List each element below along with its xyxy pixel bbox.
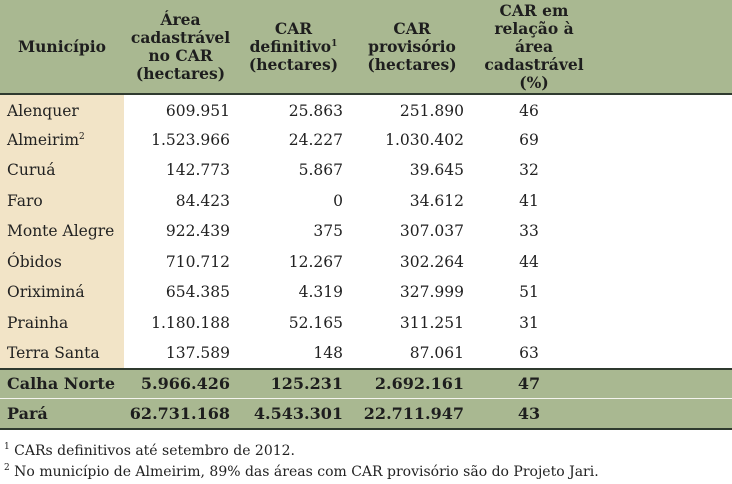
- header-row: Município Área cadastrável no CAR (hecta…: [0, 0, 732, 94]
- footnote-1: 1 CARs definitivos até setembro de 2012.: [4, 442, 296, 460]
- row-municipio: Alenquer: [0, 94, 124, 125]
- row-area: 1.523.966: [151, 130, 230, 149]
- total-empty: [594, 399, 732, 429]
- row-empty: [594, 277, 732, 308]
- row-provisorio: 87.061: [409, 343, 464, 362]
- row-municipio: Faro: [0, 185, 124, 216]
- table-row: Oriximiná 654.385 4.319 327.999 51: [0, 277, 732, 308]
- row-empty: [594, 216, 732, 247]
- row-municipio: Oriximiná: [0, 277, 124, 308]
- row-area: 609.951: [165, 101, 230, 120]
- row-municipio: Prainha: [0, 307, 124, 338]
- row-area: 654.385: [165, 283, 230, 302]
- row-municipio: Monte Alegre: [0, 216, 124, 247]
- total-empty: [594, 369, 732, 399]
- total-percent: 43: [517, 403, 541, 423]
- total-area: 5.966.426: [140, 374, 230, 394]
- row-definitivo: 5.867: [298, 161, 343, 180]
- row-area: 142.773: [165, 161, 230, 180]
- total-definitivo: 4.543.301: [253, 403, 343, 423]
- row-area: 1.180.188: [151, 313, 230, 332]
- row-empty: [594, 155, 732, 186]
- header-car-percent: CAR em relação à área cadastrável (%): [484, 0, 584, 92]
- header-car-provisorio: CAR provisório (hectares): [367, 18, 457, 74]
- row-provisorio: 327.999: [399, 283, 464, 302]
- row-percent: 33: [519, 222, 539, 241]
- header-car-definitivo: CAR definitivo1 (hectares): [248, 18, 339, 74]
- total-definitivo: 125.231: [270, 374, 343, 394]
- table-row: Almeirim2 1.523.966 24.227 1.030.402 69: [0, 124, 732, 156]
- total-name: Calha Norte: [7, 374, 116, 394]
- row-municipio: Almeirim2: [0, 124, 124, 155]
- row-definitivo: 148: [313, 343, 343, 362]
- row-definitivo: 25.863: [288, 101, 343, 120]
- row-provisorio: 39.645: [409, 161, 464, 180]
- row-area: 710.712: [165, 252, 230, 271]
- row-percent: 41: [519, 191, 539, 210]
- row-definitivo: 4.319: [298, 283, 343, 302]
- car-table: Município Área cadastrável no CAR (hecta…: [0, 0, 732, 429]
- footnote-ref-1: 1: [331, 38, 338, 49]
- total-provisorio: 22.711.947: [363, 403, 464, 423]
- row-municipio: Óbidos: [0, 246, 124, 277]
- total-area: 62.731.168: [129, 403, 230, 423]
- table-row: Curuá 142.773 5.867 39.645 32: [0, 155, 732, 186]
- header-area-cadastravel: Área cadastrável no CAR (hectares): [130, 9, 231, 83]
- row-definitivo: 24.227: [288, 130, 343, 149]
- total-provisorio: 2.692.161: [374, 374, 464, 394]
- row-percent: 51: [519, 283, 539, 302]
- row-percent: 32: [519, 161, 539, 180]
- row-empty: [594, 186, 732, 217]
- row-definitivo: 52.165: [288, 313, 343, 332]
- row-provisorio: 34.612: [409, 191, 464, 210]
- footnote-ref-2: 2: [79, 131, 85, 142]
- row-provisorio: 251.890: [399, 101, 464, 120]
- table-row: Monte Alegre 922.439 375 307.037 33: [0, 216, 732, 247]
- row-empty: [594, 338, 732, 369]
- row-percent: 44: [519, 252, 539, 271]
- row-empty: [594, 125, 732, 156]
- footnotes: 1 CARs definitivos até setembro de 2012.…: [4, 441, 728, 483]
- total-percent: 47: [517, 374, 541, 394]
- row-percent: 69: [519, 130, 539, 149]
- row-definitivo: 0: [333, 191, 343, 210]
- total-row-calha-norte: Calha Norte 5.966.426 125.231 2.692.161 …: [0, 368, 732, 399]
- row-municipio: Terra Santa: [0, 338, 124, 369]
- header-municipio: Município: [18, 36, 106, 56]
- table-row: Faro 84.423 0 34.612 41: [0, 185, 732, 217]
- table-row: Alenquer 609.951 25.863 251.890 46: [0, 94, 732, 125]
- table-body: Alenquer 609.951 25.863 251.890 46 Almei…: [0, 94, 732, 429]
- row-municipio: Curuá: [0, 155, 124, 186]
- row-area: 922.439: [165, 222, 230, 241]
- row-percent: 46: [519, 101, 539, 120]
- row-percent: 31: [519, 313, 539, 332]
- row-empty: [594, 308, 732, 339]
- row-area: 84.423: [175, 191, 230, 210]
- total-name: Pará: [7, 403, 48, 423]
- row-provisorio: 1.030.402: [385, 130, 464, 149]
- footnote-2: 2 No município de Almeirim, 89% das área…: [4, 463, 599, 481]
- row-provisorio: 302.264: [399, 252, 464, 271]
- car-table-container: Município Área cadastrável no CAR (hecta…: [0, 0, 732, 429]
- row-area: 137.589: [165, 343, 230, 362]
- row-provisorio: 311.251: [399, 313, 464, 332]
- header-empty: [594, 0, 732, 94]
- row-definitivo: 12.267: [288, 252, 343, 271]
- row-percent: 63: [519, 343, 539, 362]
- table-row: Óbidos 710.712 12.267 302.264 44: [0, 246, 732, 278]
- row-definitivo: 375: [313, 222, 343, 241]
- row-empty: [594, 247, 732, 278]
- table-row: Terra Santa 137.589 148 87.061 63: [0, 338, 732, 369]
- table-header: Município Área cadastrável no CAR (hecta…: [0, 0, 732, 94]
- row-empty: [594, 94, 732, 125]
- row-provisorio: 307.037: [399, 222, 464, 241]
- total-row-para: Pará 62.731.168 4.543.301 22.711.947 43: [0, 398, 732, 429]
- table-row: Prainha 1.180.188 52.165 311.251 31: [0, 307, 732, 339]
